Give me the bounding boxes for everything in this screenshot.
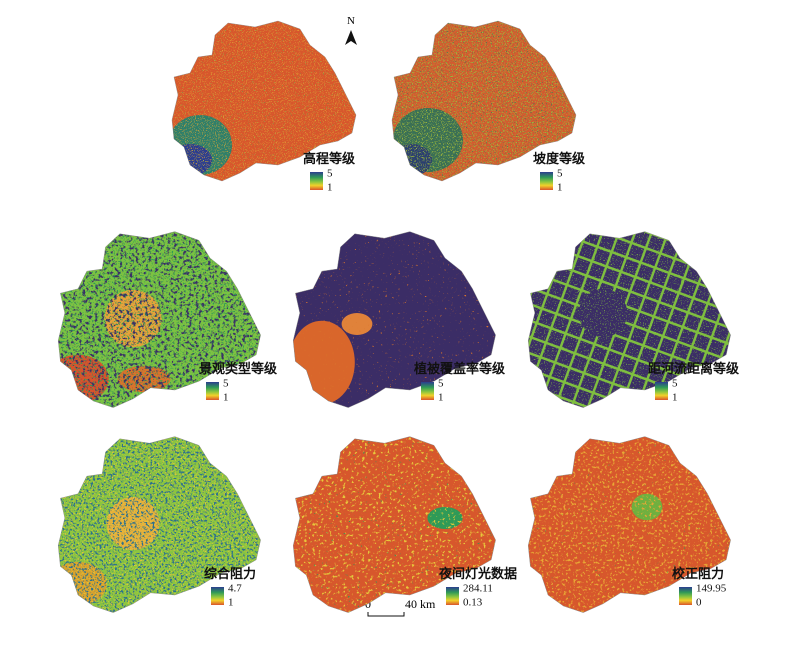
- panel-title: 综合阻力: [204, 566, 256, 581]
- legend-ramp: [679, 587, 692, 605]
- map-panel: [57, 231, 262, 409]
- legend-ramp: [421, 382, 434, 400]
- legend-max: 5: [672, 378, 678, 390]
- legend-ramp: [655, 382, 668, 400]
- legend-min: 1: [557, 182, 563, 194]
- legend-min: 0.13: [463, 597, 483, 609]
- legend-max: 284.11: [463, 583, 493, 595]
- legend-max: 149.95: [696, 583, 727, 595]
- map-area: [528, 231, 731, 408]
- north-arrow-icon: [345, 30, 357, 45]
- panel-title: 距河流距离等级: [648, 361, 740, 376]
- legend-ramp: [310, 172, 323, 190]
- legend-ramp: [446, 587, 459, 605]
- north-arrow: N: [345, 15, 357, 45]
- scale-bar-line: [367, 612, 405, 617]
- map-area: [293, 231, 496, 408]
- legend-min: 1: [327, 182, 333, 194]
- map-area: [58, 231, 261, 408]
- legend-min: 1: [223, 392, 229, 404]
- map-panel: [527, 231, 732, 409]
- legend-ramp: [211, 587, 224, 605]
- legend-max: 5: [438, 378, 444, 390]
- panel-title: 景观类型等级: [199, 361, 278, 376]
- map-panel: [292, 231, 497, 409]
- map-texture: [293, 231, 496, 408]
- panel-title: 高程等级: [303, 151, 356, 166]
- legend-min: 1: [228, 597, 234, 609]
- panel-title: 夜间灯光数据: [438, 566, 517, 581]
- scale-bar: 0 40 km: [365, 597, 436, 617]
- map-texture: [58, 231, 261, 408]
- legend-min: 0: [696, 597, 702, 609]
- legend-max: 5: [223, 378, 229, 390]
- panel-title: 校正阻力: [672, 566, 724, 581]
- legend-min: 1: [672, 392, 678, 404]
- legend-ramp: [540, 172, 553, 190]
- legend-min: 1: [438, 392, 444, 404]
- panel-title: 植被覆盖率等级: [413, 361, 506, 376]
- legend-ramp: [206, 382, 219, 400]
- legend-max: 5: [557, 168, 563, 180]
- legend-max: 4.7: [228, 583, 242, 595]
- panel-title: 坡度等级: [533, 151, 586, 166]
- map-texture: [528, 231, 731, 408]
- legend-max: 5: [327, 168, 333, 180]
- scale-end: 40 km: [405, 597, 436, 611]
- north-label: N: [347, 15, 355, 27]
